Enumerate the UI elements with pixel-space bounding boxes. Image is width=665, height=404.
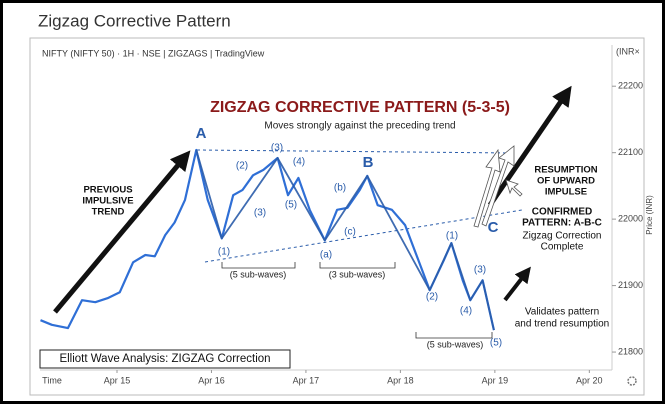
chart-subtitle: NIFTY (NIFTY 50) · 1H · NSE | ZIGZAGS | … xyxy=(42,48,265,58)
x-tick-label: Apr 18 xyxy=(387,375,414,385)
wave-label: (2) xyxy=(426,292,438,303)
x-tick-label: Apr 20 xyxy=(576,375,603,385)
annotation: Validates pattern xyxy=(525,307,599,318)
wave-label: (1) xyxy=(218,247,230,258)
price-line xyxy=(195,149,495,331)
y-tick-label: 22200 xyxy=(618,81,643,91)
trendline xyxy=(196,149,513,154)
annotation: Moves strongly against the preceding tre… xyxy=(264,121,455,132)
wave-label: (1) xyxy=(446,231,458,242)
wave-label: (b) xyxy=(334,183,346,194)
outline-arrow xyxy=(481,145,515,227)
y-tick-label: 22100 xyxy=(618,147,643,157)
wave-label: C xyxy=(488,219,499,236)
annotation: (3 sub-waves) xyxy=(329,269,386,279)
annotation: IMPULSIVE xyxy=(82,196,133,207)
page-title: Zigzag Corrective Pattern xyxy=(38,11,231,30)
x-tick-label: Apr 19 xyxy=(482,375,509,385)
annotation: ZIGZAG CORRECTIVE PATTERN (5-3-5) xyxy=(210,99,510,116)
brace xyxy=(415,332,493,339)
x-tick-label: Apr 16 xyxy=(198,375,225,385)
trend-arrow xyxy=(503,266,531,302)
wave-label: (3) xyxy=(474,265,486,276)
trend-arrow xyxy=(53,150,191,314)
caption-box xyxy=(39,349,291,369)
brace xyxy=(319,262,396,269)
y-tick-label: 21800 xyxy=(618,346,643,356)
annotation: PREVIOUS xyxy=(83,185,132,196)
wave-label: (3) xyxy=(271,143,283,154)
outline-arrow xyxy=(473,148,501,228)
wave-label: (4) xyxy=(460,306,472,317)
y-tick-label: 21900 xyxy=(618,280,643,290)
y-unit: (INR× xyxy=(616,46,640,56)
x-tick-label: Apr 17 xyxy=(293,375,320,385)
annotation: OF UPWARD xyxy=(537,176,595,187)
price-line xyxy=(40,148,495,331)
wave-label: A xyxy=(196,125,207,142)
annotation: (5 sub-waves) xyxy=(230,269,287,279)
wave-label: (5) xyxy=(285,200,297,211)
wave-label: B xyxy=(363,154,374,171)
annotation: Complete xyxy=(541,242,584,253)
x-axis-title: Time xyxy=(42,375,62,385)
x-tick-label: Apr 15 xyxy=(104,375,131,385)
trend-arrow xyxy=(487,85,572,207)
wave-label: (2) xyxy=(236,161,248,172)
wave-label: (a) xyxy=(320,250,332,261)
annotation: PATTERN: A-B-C xyxy=(522,218,602,229)
annotation: RESUMPTION xyxy=(534,165,597,176)
annotation: (5 sub-waves) xyxy=(427,339,484,349)
annotation: and trend resumption xyxy=(515,319,610,330)
wave-label: (4) xyxy=(293,157,305,168)
annotation: Zigzag Correction xyxy=(523,231,602,242)
annotation: Elliott Wave Analysis: ZIGZAG Correction xyxy=(59,353,270,365)
settings-icon[interactable] xyxy=(627,376,637,386)
outline-arrow xyxy=(505,179,523,197)
y-axis-title: Price (INR) xyxy=(645,195,654,235)
brace xyxy=(221,262,296,269)
wave-label: (c) xyxy=(344,227,356,238)
y-tick-label: 22000 xyxy=(618,214,643,224)
wave-label: (5) xyxy=(490,338,502,349)
annotation: IMPULSE xyxy=(545,187,587,198)
annotation: CONFIRMED xyxy=(532,207,593,218)
annotation: TREND xyxy=(92,207,125,218)
wave-label: (3) xyxy=(254,208,266,219)
